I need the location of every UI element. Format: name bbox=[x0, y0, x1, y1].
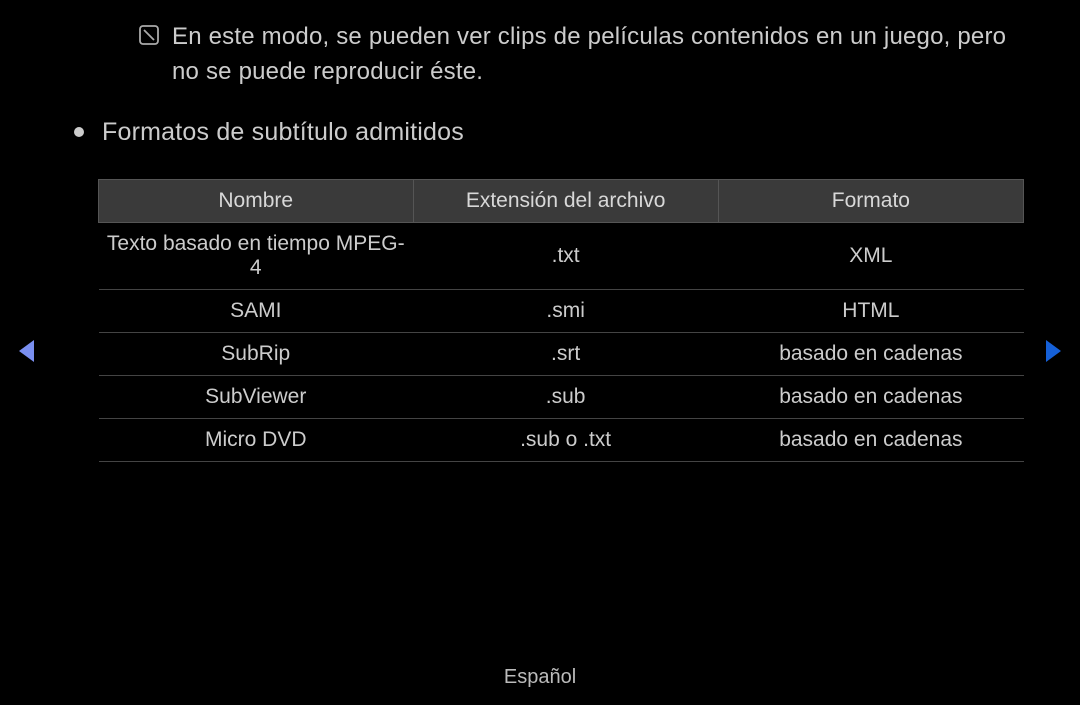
nav-next-button[interactable] bbox=[1042, 338, 1064, 369]
note-text: En este modo, se pueden ver clips de pel… bbox=[172, 20, 1030, 90]
col-extension: Extensión del archivo bbox=[413, 179, 718, 222]
cell: SubViewer bbox=[99, 375, 414, 418]
section-heading: Formatos de subtítulo admitidos bbox=[102, 118, 464, 147]
table-row: SAMI .smi HTML bbox=[99, 289, 1024, 332]
table-row: Texto basado en tiempo MPEG-4 .txt XML bbox=[99, 222, 1024, 289]
subtitle-formats-table: Nombre Extensión del archivo Formato Tex… bbox=[98, 179, 1024, 462]
col-nombre: Nombre bbox=[99, 179, 414, 222]
col-formato: Formato bbox=[718, 179, 1023, 222]
cell: basado en cadenas bbox=[718, 375, 1023, 418]
section-heading-row: Formatos de subtítulo admitidos bbox=[74, 118, 1030, 147]
bullet-icon bbox=[74, 127, 84, 137]
note-row: En este modo, se pueden ver clips de pel… bbox=[138, 20, 1030, 90]
table-row: Micro DVD .sub o .txt basado en cadenas bbox=[99, 418, 1024, 461]
cell: basado en cadenas bbox=[718, 418, 1023, 461]
cell: HTML bbox=[718, 289, 1023, 332]
nav-prev-button[interactable] bbox=[16, 338, 38, 369]
table-row: SubViewer .sub basado en cadenas bbox=[99, 375, 1024, 418]
cell: Texto basado en tiempo MPEG-4 bbox=[99, 222, 414, 289]
table-row: SubRip .srt basado en cadenas bbox=[99, 332, 1024, 375]
note-icon bbox=[138, 24, 160, 51]
cell: .sub bbox=[413, 375, 718, 418]
cell: .sub o .txt bbox=[413, 418, 718, 461]
cell: Micro DVD bbox=[99, 418, 414, 461]
cell: SAMI bbox=[99, 289, 414, 332]
cell: XML bbox=[718, 222, 1023, 289]
cell: .srt bbox=[413, 332, 718, 375]
cell: SubRip bbox=[99, 332, 414, 375]
footer-language: Español bbox=[0, 666, 1080, 689]
table-header-row: Nombre Extensión del archivo Formato bbox=[99, 179, 1024, 222]
cell: .txt bbox=[413, 222, 718, 289]
cell: basado en cadenas bbox=[718, 332, 1023, 375]
cell: .smi bbox=[413, 289, 718, 332]
